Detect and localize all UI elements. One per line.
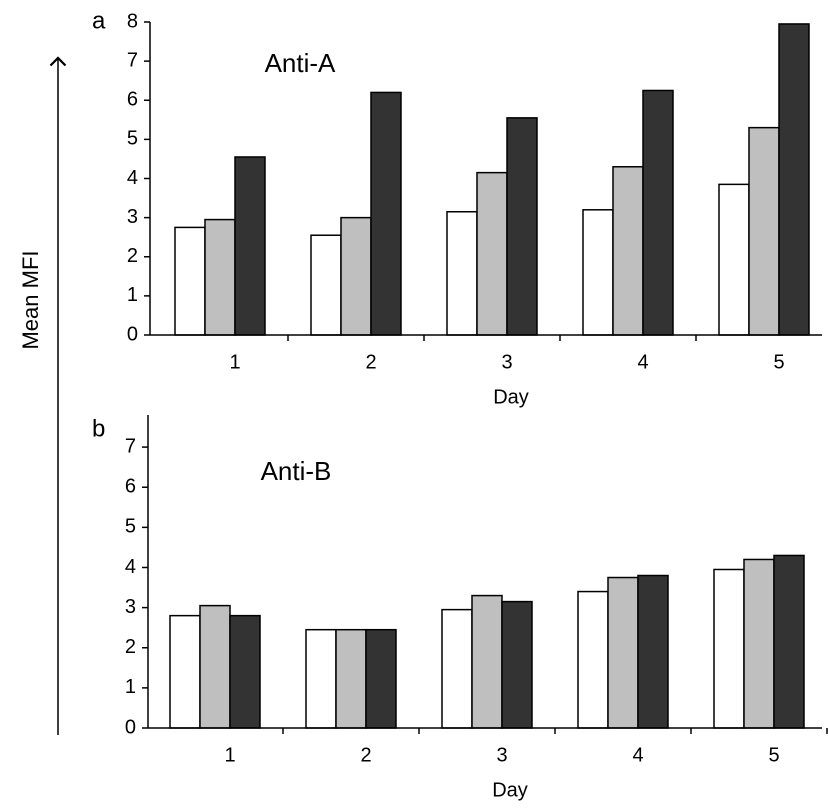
bar (773, 554, 805, 729)
bar (743, 558, 775, 729)
x-tick-label: 5 (773, 351, 784, 373)
y-tick-label: 0 (125, 716, 136, 738)
x-tick-label: 5 (768, 744, 779, 766)
y-tick-label: 1 (127, 284, 138, 306)
bar (778, 23, 810, 336)
y-tick-label: 5 (125, 516, 136, 538)
bar (476, 171, 508, 336)
bar (229, 614, 261, 729)
x-tick-label: 4 (632, 744, 643, 766)
x-tick-label: 2 (365, 351, 376, 373)
bar (471, 594, 503, 729)
x-tick-label: 3 (496, 744, 507, 766)
panel-label: a (92, 7, 106, 34)
x-tick-label: 1 (224, 744, 235, 766)
y-tick-label: 4 (127, 167, 138, 189)
y-axis-label: Mean MFI (18, 250, 43, 349)
bar (506, 117, 538, 336)
chart-title: Anti-B (261, 456, 332, 486)
bar (642, 89, 674, 336)
x-tick-label: 2 (360, 744, 371, 766)
bar (637, 574, 669, 729)
bar (199, 604, 231, 729)
y-tick-label: 6 (127, 89, 138, 111)
panel-label: b (92, 415, 105, 442)
bar (365, 628, 397, 729)
y-tick-label: 1 (125, 676, 136, 698)
y-tick-label: 4 (125, 556, 136, 578)
y-tick-label: 7 (127, 49, 138, 71)
y-tick-label: 3 (127, 206, 138, 228)
bar (577, 590, 609, 729)
y-tick-label: 3 (125, 596, 136, 618)
bar (234, 156, 266, 336)
bar (335, 628, 367, 729)
bar (446, 211, 478, 336)
y-tick-label: 7 (125, 435, 136, 457)
bar (370, 91, 402, 336)
y-tick-label: 5 (127, 128, 138, 150)
bar (501, 600, 533, 729)
y-tick-label: 0 (127, 323, 138, 345)
bar (204, 218, 236, 336)
bar (748, 126, 780, 336)
bar (169, 614, 201, 729)
y-tick-label: 2 (125, 636, 136, 658)
bar (441, 608, 473, 729)
bar (310, 234, 342, 336)
bar (612, 166, 644, 336)
bar (718, 183, 750, 336)
y-tick-label: 8 (127, 10, 138, 32)
bar (607, 576, 639, 729)
x-axis-label: Day (492, 779, 528, 801)
bar (174, 226, 206, 336)
x-tick-label: 1 (229, 351, 240, 373)
bar (305, 628, 337, 729)
bar (582, 209, 614, 336)
x-tick-label: 3 (501, 351, 512, 373)
x-tick-label: 4 (637, 351, 648, 373)
x-axis-label: Day (493, 386, 529, 408)
y-tick-label: 6 (125, 476, 136, 498)
bar (340, 216, 372, 336)
chart-title: Anti-A (265, 48, 336, 78)
bar (713, 568, 745, 729)
y-tick-label: 2 (127, 245, 138, 267)
